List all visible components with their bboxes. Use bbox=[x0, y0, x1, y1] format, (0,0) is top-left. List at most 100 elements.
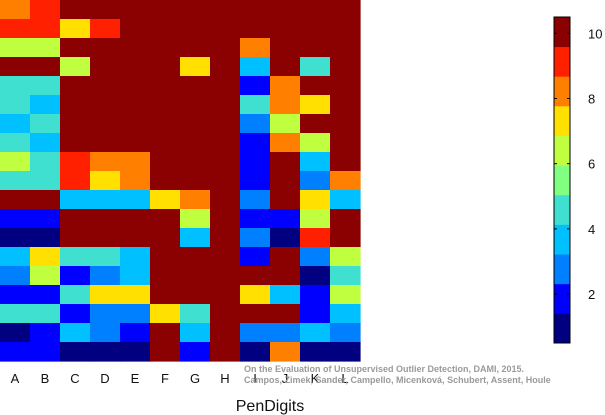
heatmap-cell-I-15 bbox=[240, 266, 271, 286]
heatmap-cell-L-2 bbox=[330, 19, 361, 39]
heatmap-cell-B-17 bbox=[30, 304, 61, 324]
heatmap-cell-J-7 bbox=[270, 114, 301, 134]
heatmap-cell-G-1 bbox=[180, 0, 211, 20]
x-tick-label-L: L bbox=[341, 371, 348, 386]
heatmap-cell-J-2 bbox=[270, 19, 301, 39]
heatmap-cell-L-5 bbox=[330, 76, 361, 96]
heatmap-cell-L-7 bbox=[330, 114, 361, 134]
heatmap-cell-G-7 bbox=[180, 114, 211, 134]
color-bar-segment-11 bbox=[554, 17, 570, 48]
heatmap-cell-D-12 bbox=[90, 209, 121, 229]
heatmap-cell-H-5 bbox=[210, 76, 241, 96]
heatmap-cell-G-11 bbox=[180, 190, 211, 210]
heatmap-cell-E-17 bbox=[120, 304, 151, 324]
heatmap-cell-B-4 bbox=[30, 57, 61, 77]
x-tick-label-B: B bbox=[41, 371, 50, 386]
heatmap-cell-C-12 bbox=[60, 209, 91, 229]
heatmap-cell-I-3 bbox=[240, 38, 271, 58]
heatmap-cell-H-14 bbox=[210, 247, 241, 267]
heatmap-cell-B-16 bbox=[30, 285, 61, 305]
heatmap-cell-B-9 bbox=[30, 152, 61, 172]
heatmap-cell-G-9 bbox=[180, 152, 211, 172]
heatmap-cell-H-9 bbox=[210, 152, 241, 172]
color-bar-segment-5 bbox=[554, 194, 570, 225]
heatmap-cell-J-3 bbox=[270, 38, 301, 58]
heatmap-cell-G-8 bbox=[180, 133, 211, 153]
heatmap-cell-B-12 bbox=[30, 209, 61, 229]
heatmap-cell-D-17 bbox=[90, 304, 121, 324]
heatmap-cell-F-8 bbox=[150, 133, 181, 153]
heatmap-cell-B-5 bbox=[30, 76, 61, 96]
color-bar-segment-10 bbox=[554, 46, 570, 77]
heatmap-cell-G-19 bbox=[180, 342, 211, 362]
heatmap-cell-J-13 bbox=[270, 228, 301, 248]
heatmap-cell-K-8 bbox=[300, 133, 331, 153]
heatmap-cell-C-1 bbox=[60, 0, 91, 20]
heatmap-cell-H-16 bbox=[210, 285, 241, 305]
heatmap-cell-K-13 bbox=[300, 228, 331, 248]
heatmap-cell-B-1 bbox=[30, 0, 61, 20]
heatmap-cell-E-7 bbox=[120, 114, 151, 134]
heatmap-cell-E-18 bbox=[120, 323, 151, 343]
heatmap-cell-K-17 bbox=[300, 304, 331, 324]
watermark-line-1: On the Evaluation of Unsupervised Outlie… bbox=[244, 364, 524, 374]
heatmap-cell-A-1 bbox=[0, 0, 31, 20]
heatmap-cell-A-3 bbox=[0, 38, 31, 58]
color-bar-tick-label-6: 6 bbox=[588, 157, 595, 172]
heatmap-cell-K-5 bbox=[300, 76, 331, 96]
color-bar-tick-label-10: 10 bbox=[588, 26, 602, 41]
heatmap-cell-F-4 bbox=[150, 57, 181, 77]
heatmap-cell-J-10 bbox=[270, 171, 301, 191]
heatmap-cell-E-9 bbox=[120, 152, 151, 172]
heatmap-cell-I-9 bbox=[240, 152, 271, 172]
heatmap-cell-J-11 bbox=[270, 190, 301, 210]
color-bar-segment-1 bbox=[554, 313, 570, 344]
heatmap-cell-H-3 bbox=[210, 38, 241, 58]
heatmap-cell-B-19 bbox=[30, 342, 61, 362]
x-tick-label-I: I bbox=[253, 371, 257, 386]
heatmap-cell-D-1 bbox=[90, 0, 121, 20]
color-bar-tick-label-2: 2 bbox=[588, 287, 595, 302]
heatmap-cell-A-10 bbox=[0, 171, 31, 191]
heatmap-cell-A-5 bbox=[0, 76, 31, 96]
heatmap-cell-C-10 bbox=[60, 171, 91, 191]
heatmap-cell-L-14 bbox=[330, 247, 361, 267]
heatmap-cell-F-14 bbox=[150, 247, 181, 267]
heatmap-cell-A-16 bbox=[0, 285, 31, 305]
heatmap-cell-H-12 bbox=[210, 209, 241, 229]
heatmap-cell-B-6 bbox=[30, 95, 61, 115]
color-bar-frame bbox=[553, 16, 571, 344]
heatmap-cell-F-6 bbox=[150, 95, 181, 115]
heatmap-cell-F-3 bbox=[150, 38, 181, 58]
heatmap-cell-D-5 bbox=[90, 76, 121, 96]
heatmap-cell-D-18 bbox=[90, 323, 121, 343]
heatmap-cell-A-18 bbox=[0, 323, 31, 343]
color-bar-segment-8 bbox=[554, 105, 570, 136]
heatmap-cells bbox=[0, 0, 361, 362]
heatmap-cell-J-6 bbox=[270, 95, 301, 115]
heatmap-cell-C-6 bbox=[60, 95, 91, 115]
heatmap-cell-E-4 bbox=[120, 57, 151, 77]
heatmap-cell-F-15 bbox=[150, 266, 181, 286]
heatmap-cell-C-13 bbox=[60, 228, 91, 248]
heatmap-cell-K-10 bbox=[300, 171, 331, 191]
heatmap-cell-E-10 bbox=[120, 171, 151, 191]
heatmap-cell-J-14 bbox=[270, 247, 301, 267]
x-tick-label-F: F bbox=[161, 371, 169, 386]
color-bar-segment-6 bbox=[554, 165, 570, 196]
x-tick-label-D: D bbox=[100, 371, 109, 386]
heatmap-cell-H-4 bbox=[210, 57, 241, 77]
heatmap-cell-J-19 bbox=[270, 342, 301, 362]
heatmap-cell-B-8 bbox=[30, 133, 61, 153]
watermark-line-2: Campos, Zimek, Sander, Campello, Micenko… bbox=[244, 375, 551, 385]
heatmap-cell-C-11 bbox=[60, 190, 91, 210]
heatmap-cell-A-2 bbox=[0, 19, 31, 39]
heatmap-cell-F-7 bbox=[150, 114, 181, 134]
heatmap-cell-I-12 bbox=[240, 209, 271, 229]
heatmap-cell-H-7 bbox=[210, 114, 241, 134]
heatmap-cell-C-18 bbox=[60, 323, 91, 343]
heatmap-cell-F-13 bbox=[150, 228, 181, 248]
heatmap-cell-E-6 bbox=[120, 95, 151, 115]
color-bar-segment-9 bbox=[554, 76, 570, 107]
